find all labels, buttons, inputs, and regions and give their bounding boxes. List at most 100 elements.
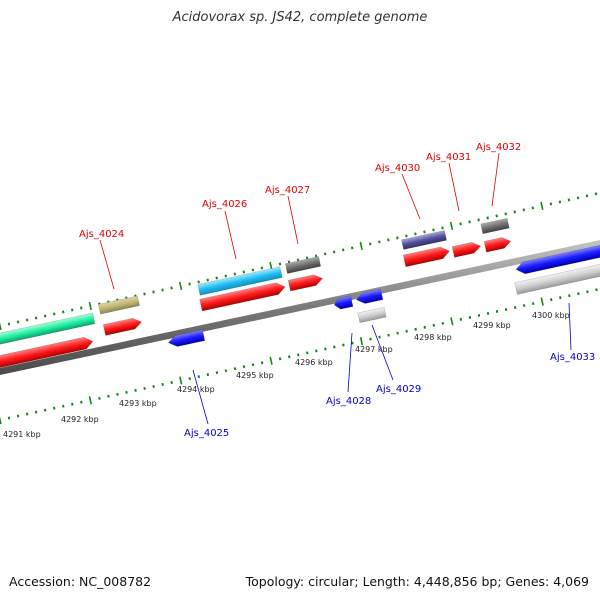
cds-reverse-ajs-4033[interactable]	[515, 244, 600, 276]
backbone-bar	[0, 240, 600, 375]
minor-tick	[567, 198, 571, 202]
minor-tick	[242, 365, 246, 369]
minor-tick	[233, 272, 237, 276]
minor-tick	[61, 310, 65, 314]
gene-ajs-4032-bar[interactable]	[480, 217, 510, 235]
scale-label: 4299 kbp	[473, 321, 511, 330]
gene-label-ajs-4025[interactable]: Ajs_4025	[184, 428, 229, 439]
scale-label: 4296 kbp	[295, 358, 333, 367]
minor-tick	[477, 313, 481, 317]
minor-tick	[188, 377, 192, 381]
scale-group: 4291 kbp 4292 kbp 4293 kbp 4294 kbp 4295 kbp…	[0, 192, 598, 439]
gene-label-ajs-4024[interactable]: Ajs_4024	[79, 229, 124, 240]
gene-ajs-4026-bar[interactable]	[197, 266, 283, 296]
minor-tick	[323, 252, 327, 256]
gene-label-ajs-4027[interactable]: Ajs_4027	[265, 185, 310, 196]
gene-label-ajs-4033[interactable]: Ajs_4033	[550, 352, 595, 363]
minor-tick	[107, 394, 110, 398]
major-tick	[540, 201, 544, 210]
gene-khaki[interactable]	[98, 295, 140, 315]
minor-tick	[513, 306, 517, 310]
minor-tick	[161, 288, 164, 292]
minor-tick	[143, 292, 146, 296]
scale-label: 4292 kbp	[61, 415, 99, 424]
minor-tick	[486, 311, 490, 315]
minor-tick	[134, 388, 137, 392]
minor-tick	[43, 314, 47, 318]
scale-label: 4291 kbp	[3, 430, 41, 439]
minor-tick	[387, 333, 390, 337]
minor-tick	[197, 375, 201, 379]
minor-tick	[432, 323, 436, 327]
gene-label-ajs-4028[interactable]: Ajs_4028	[326, 396, 371, 407]
cds-forward[interactable]	[199, 281, 287, 312]
minor-tick	[468, 315, 472, 319]
minor-tick	[595, 288, 598, 292]
minor-tick	[350, 246, 354, 250]
minor-tick	[116, 392, 119, 396]
cds-forward[interactable]	[483, 236, 512, 253]
minor-tick	[423, 325, 426, 329]
feature-group	[0, 217, 600, 369]
gene-label-ajs-4031[interactable]: Ajs_4031	[426, 152, 471, 163]
topology-text: Topology: circular; Length: 4,448,856 bp…	[245, 574, 589, 589]
cds-forward[interactable]	[402, 245, 450, 268]
cds-forward[interactable]	[287, 273, 324, 292]
minor-tick	[486, 216, 489, 220]
minor-tick	[459, 222, 462, 226]
minor-tick	[351, 341, 354, 345]
cds-reverse[interactable]	[167, 329, 206, 348]
gene-label-ajs-4030[interactable]: Ajs_4030	[375, 163, 420, 174]
minor-tick	[531, 206, 535, 210]
cds-reverse[interactable]	[333, 295, 354, 311]
minor-tick	[197, 280, 200, 284]
minor-tick	[441, 226, 444, 230]
minor-tick	[52, 312, 56, 316]
minor-tick	[324, 347, 327, 351]
major-tick	[179, 376, 183, 385]
minor-tick	[459, 317, 463, 321]
major-tick	[359, 241, 363, 251]
cds-reverse[interactable]	[355, 288, 384, 305]
minor-tick	[7, 322, 11, 326]
minor-tick	[287, 355, 291, 359]
minor-tick	[332, 250, 336, 254]
minor-tick	[251, 363, 255, 367]
gene-label-ajs-4029[interactable]: Ajs_4029	[376, 384, 421, 395]
cds-forward[interactable]	[102, 317, 143, 336]
cds-forward[interactable]	[0, 336, 94, 369]
minor-tick	[369, 242, 372, 246]
minor-tick	[396, 236, 399, 240]
minor-tick	[531, 302, 535, 306]
minor-tick	[378, 335, 381, 339]
minor-tick	[576, 196, 580, 200]
minor-tick	[152, 290, 155, 294]
minor-tick	[170, 286, 173, 290]
minor-tick	[549, 202, 553, 206]
minor-tick	[125, 390, 128, 394]
cds-forward[interactable]	[451, 241, 482, 258]
gene-ajs-4030-bar[interactable]	[401, 230, 447, 250]
minor-tick	[586, 290, 589, 294]
gene-green[interactable]	[0, 312, 96, 348]
map-title: Acidovorax sp. JS42, complete genome	[172, 10, 428, 25]
minor-tick	[423, 230, 426, 234]
minor-tick	[342, 343, 345, 347]
major-tick	[88, 396, 93, 405]
minor-tick	[341, 248, 345, 252]
minor-tick	[16, 320, 20, 324]
minor-tick	[206, 373, 210, 377]
forward-labels: Ajs_4024 Ajs_4026 Ajs_4027 Ajs_4030 Ajs_…	[79, 142, 521, 290]
minor-tick	[143, 386, 146, 390]
minor-tick	[170, 381, 173, 384]
gene-ajs-4033-bar[interactable]	[514, 263, 600, 295]
minor-tick	[504, 308, 508, 311]
minor-tick	[477, 218, 480, 222]
minor-tick	[405, 329, 408, 333]
gene-label-ajs-4026[interactable]: Ajs_4026	[202, 199, 247, 210]
gene-label-ajs-4032[interactable]: Ajs_4032	[476, 142, 521, 153]
gene-ajs-4029-bar[interactable]	[357, 306, 387, 324]
gene-ajs-4027-bar[interactable]	[285, 256, 321, 274]
major-tick	[0, 416, 2, 425]
minor-tick	[188, 282, 191, 286]
